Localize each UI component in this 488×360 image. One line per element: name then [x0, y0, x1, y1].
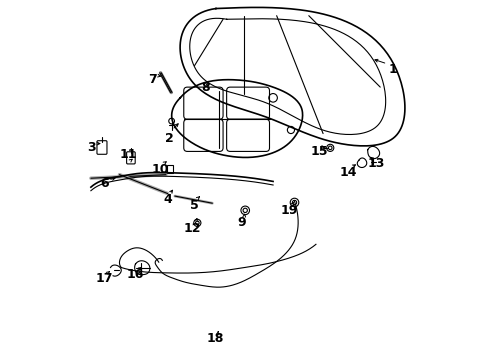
Text: 7: 7 [148, 73, 156, 86]
Text: 2: 2 [165, 132, 174, 145]
Text: 10: 10 [151, 163, 169, 176]
Text: 17: 17 [95, 272, 113, 285]
Text: 14: 14 [339, 166, 356, 179]
Text: 3: 3 [87, 141, 96, 154]
Text: 8: 8 [201, 81, 209, 94]
Text: 6: 6 [100, 177, 108, 190]
Text: 12: 12 [183, 222, 201, 235]
Text: 4: 4 [163, 193, 172, 206]
Text: 15: 15 [310, 145, 327, 158]
Text: 9: 9 [237, 216, 245, 229]
Text: 5: 5 [190, 198, 199, 212]
Text: 11: 11 [120, 148, 137, 162]
Text: 18: 18 [206, 333, 224, 346]
Text: 13: 13 [367, 157, 385, 170]
Text: 1: 1 [387, 63, 396, 76]
Text: 16: 16 [126, 268, 144, 281]
Text: 19: 19 [280, 204, 297, 217]
